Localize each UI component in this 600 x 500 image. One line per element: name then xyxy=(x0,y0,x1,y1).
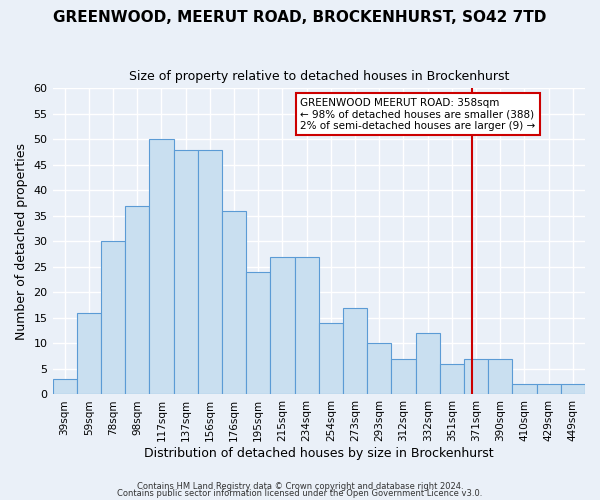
X-axis label: Distribution of detached houses by size in Brockenhurst: Distribution of detached houses by size … xyxy=(144,447,494,460)
Bar xyxy=(246,272,271,394)
Bar xyxy=(101,242,125,394)
Bar xyxy=(416,333,440,394)
Bar xyxy=(271,256,295,394)
Bar xyxy=(53,379,77,394)
Title: Size of property relative to detached houses in Brockenhurst: Size of property relative to detached ho… xyxy=(128,70,509,83)
Text: Contains public sector information licensed under the Open Government Licence v3: Contains public sector information licen… xyxy=(118,489,482,498)
Bar xyxy=(536,384,561,394)
Bar xyxy=(295,256,319,394)
Text: GREENWOOD, MEERUT ROAD, BROCKENHURST, SO42 7TD: GREENWOOD, MEERUT ROAD, BROCKENHURST, SO… xyxy=(53,10,547,25)
Bar xyxy=(440,364,464,394)
Bar xyxy=(561,384,585,394)
Bar xyxy=(367,344,391,394)
Bar xyxy=(173,150,198,394)
Bar xyxy=(391,358,416,394)
Bar xyxy=(512,384,536,394)
Bar xyxy=(488,358,512,394)
Bar xyxy=(319,323,343,394)
Bar xyxy=(198,150,222,394)
Bar xyxy=(149,140,173,394)
Bar xyxy=(77,313,101,394)
Y-axis label: Number of detached properties: Number of detached properties xyxy=(15,143,28,340)
Text: GREENWOOD MEERUT ROAD: 358sqm
← 98% of detached houses are smaller (388)
2% of s: GREENWOOD MEERUT ROAD: 358sqm ← 98% of d… xyxy=(300,98,535,130)
Bar xyxy=(125,206,149,394)
Bar xyxy=(222,211,246,394)
Bar xyxy=(464,358,488,394)
Text: Contains HM Land Registry data © Crown copyright and database right 2024.: Contains HM Land Registry data © Crown c… xyxy=(137,482,463,491)
Bar xyxy=(343,308,367,394)
